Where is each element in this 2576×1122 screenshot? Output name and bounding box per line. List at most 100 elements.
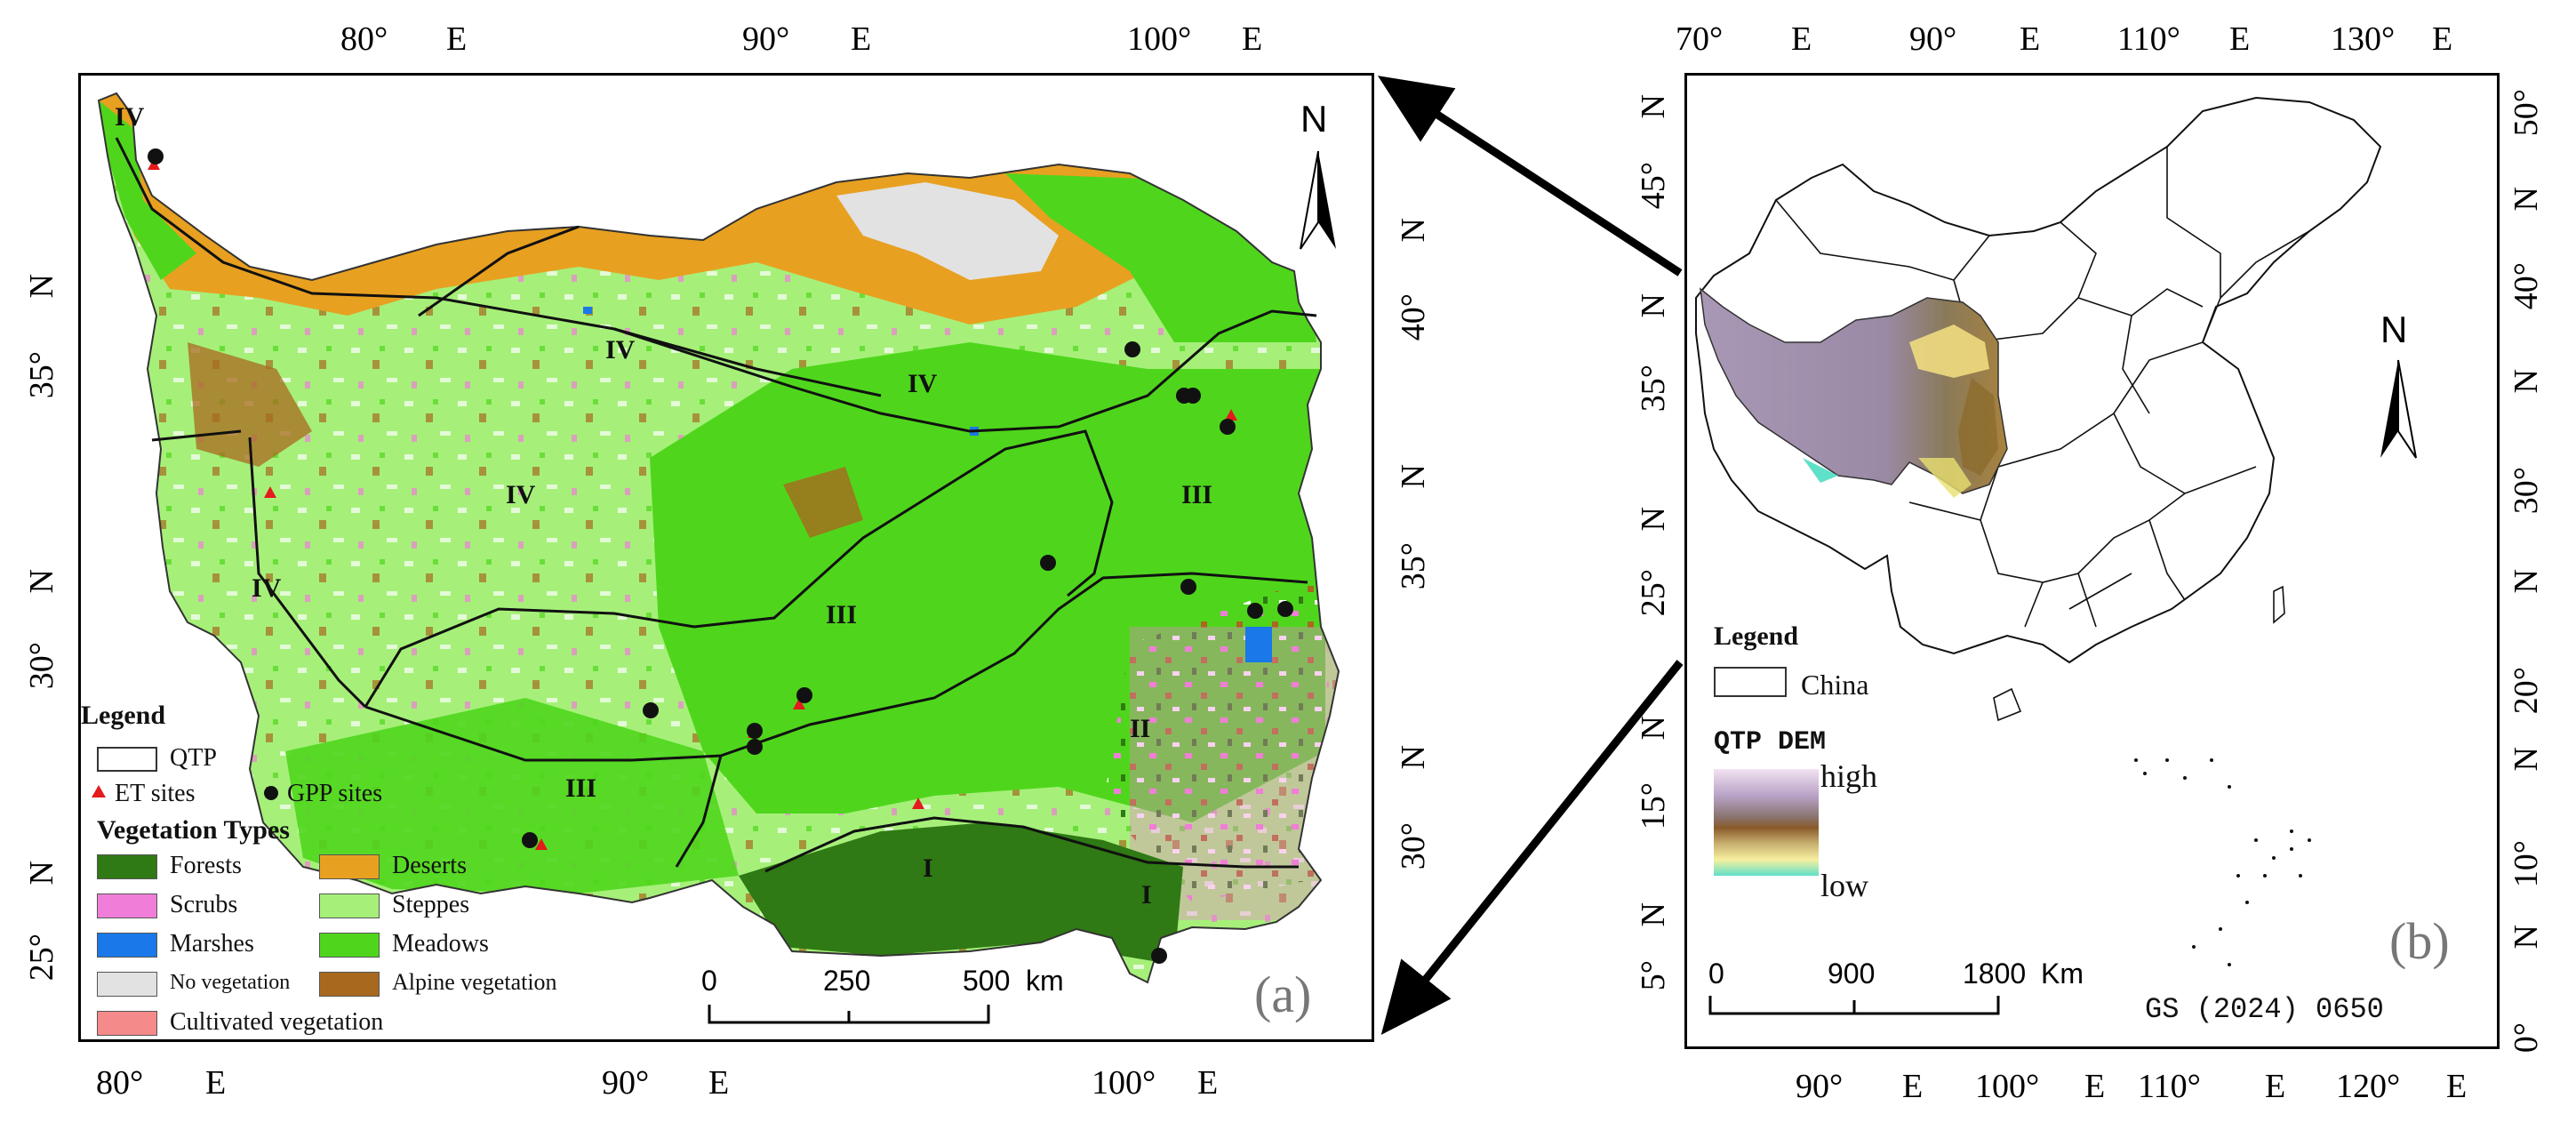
axis-label: N <box>1395 745 1432 770</box>
region-label-iv-2: IV <box>605 335 636 365</box>
gpp-site-marker <box>796 687 812 703</box>
axis-label: 80° <box>340 20 388 58</box>
gpp-site-marker <box>747 723 763 739</box>
axis-label: N <box>2508 747 2545 772</box>
gpp-site-marker <box>148 148 164 164</box>
axis-label: 90° <box>602 1064 650 1102</box>
panel-b-china-map: N Legend China QTP DEM high low 0 900 18… <box>1684 73 2500 1049</box>
legend-no-vegetation: No vegetation <box>170 971 291 994</box>
swatch-meadows <box>319 933 380 958</box>
north-label: N <box>1300 98 1328 140</box>
scale-label: 500 <box>963 965 1011 997</box>
north-arrow-icon <box>2380 359 2417 459</box>
arrow-to-panel-a-bottom <box>1380 660 1684 1036</box>
gpp-site-marker <box>1151 948 1167 964</box>
north-label: N <box>2380 309 2408 350</box>
legend-marshes: Marshes <box>170 930 254 958</box>
axis-label: E <box>1242 20 1263 58</box>
axis-label: 120° <box>2336 1068 2401 1105</box>
region-label-iii-1: III <box>1181 480 1213 509</box>
region-label-i-2: I <box>1141 880 1152 910</box>
map-review-number: GS (2024) 0650 <box>2145 993 2384 1026</box>
china-swatch <box>1714 667 1787 697</box>
axis-label: 40° <box>1395 293 1432 341</box>
china-outline-map <box>1695 96 2382 966</box>
region-label-i-1: I <box>923 854 933 883</box>
qtp-swatch <box>97 747 157 772</box>
axis-label: N <box>1635 716 1672 741</box>
legend-deserts: Deserts <box>392 852 467 879</box>
region-label-iv-3: IV <box>908 369 938 398</box>
axis-label: 90° <box>742 20 790 58</box>
axis-label: 35° <box>1395 542 1432 590</box>
axis-label: E <box>2265 1068 2286 1105</box>
axis-label: 30° <box>23 642 60 690</box>
axis-label: E <box>446 20 468 58</box>
scale-label: 900 <box>1828 958 1876 990</box>
axis-label: E <box>1902 1068 1924 1105</box>
region-label-iv-5: IV <box>252 573 282 603</box>
panel-a-label: (a) <box>1254 966 1312 1023</box>
axis-label: N <box>1635 507 1672 532</box>
axis-label: 100° <box>1127 20 1192 58</box>
axis-label: 30° <box>2508 467 2545 515</box>
axis-label: E <box>851 20 872 58</box>
legend-dem-high: high <box>1820 758 1878 794</box>
panel-b-label: (b) <box>2389 912 2450 970</box>
axis-label: 0° <box>2508 1022 2545 1054</box>
gpp-site-marker <box>522 832 538 848</box>
axis-label: 130° <box>2331 20 2396 58</box>
axis-label: N <box>1395 218 1432 243</box>
legend-dem-low: low <box>1820 868 1868 903</box>
legend-et-sites: ET sites <box>115 780 196 807</box>
axis-label: 25° <box>1635 569 1672 617</box>
swatch-cultivated-vegetation <box>97 1011 157 1036</box>
panel-a-vegetation-map: IV IV IV IV IV III III III II I I <box>78 73 1374 1042</box>
axis-label: E <box>2432 20 2453 58</box>
swatch-alpine-vegetation <box>319 972 380 997</box>
axis-label: E <box>708 1064 730 1102</box>
axis-label: 80° <box>96 1064 144 1102</box>
scale-bar-line <box>1708 996 2000 1015</box>
axis-label: E <box>2446 1068 2468 1105</box>
axis-label: 10° <box>2508 840 2545 888</box>
legend-site-icons <box>92 785 278 800</box>
dem-color-ramp <box>1714 769 1819 876</box>
axis-label: 20° <box>2508 667 2545 715</box>
legend-title: Legend <box>81 701 166 730</box>
et-sites-icon <box>92 785 106 797</box>
legend-china: China <box>1801 669 1869 701</box>
axis-label: N <box>2508 187 2545 212</box>
scale-label: 1800 <box>1963 958 2027 990</box>
gpp-site-marker <box>747 739 763 755</box>
axis-label: N <box>1635 902 1672 927</box>
legend-dem-title: QTP DEM <box>1714 727 1827 757</box>
swatch-deserts <box>319 854 380 879</box>
arrow-to-panel-a-top <box>1377 76 1683 276</box>
axis-label: N <box>23 861 60 886</box>
legend-gpp-sites: GPP sites <box>287 780 383 807</box>
zone-boundaries <box>115 137 1317 873</box>
gpp-site-marker <box>1180 579 1196 595</box>
legend-scrubs: Scrubs <box>170 891 238 918</box>
axis-label: 45° <box>1635 162 1672 210</box>
axis-label: 70° <box>1676 20 1724 58</box>
axis-label: E <box>1791 20 1812 58</box>
axis-label: 50° <box>2508 89 2545 137</box>
site-markers <box>148 148 1293 964</box>
swatch-no-vegetation <box>97 972 157 997</box>
gpp-site-marker <box>1040 555 1056 571</box>
gpp-site-marker <box>1124 341 1140 357</box>
axis-label: E <box>2020 20 2041 58</box>
scale-unit: Km <box>2041 958 2084 990</box>
axis-label: N <box>2508 925 2545 950</box>
et-site-marker <box>264 486 276 498</box>
axis-label: 30° <box>1395 822 1432 870</box>
axis-label: 40° <box>2508 262 2545 310</box>
axis-label: N <box>1635 293 1672 318</box>
et-site-marker <box>793 698 805 709</box>
axis-label: 100° <box>1975 1068 2040 1105</box>
legend-meadows: Meadows <box>392 930 489 958</box>
axis-label: N <box>23 274 60 299</box>
axis-label: N <box>23 569 60 594</box>
